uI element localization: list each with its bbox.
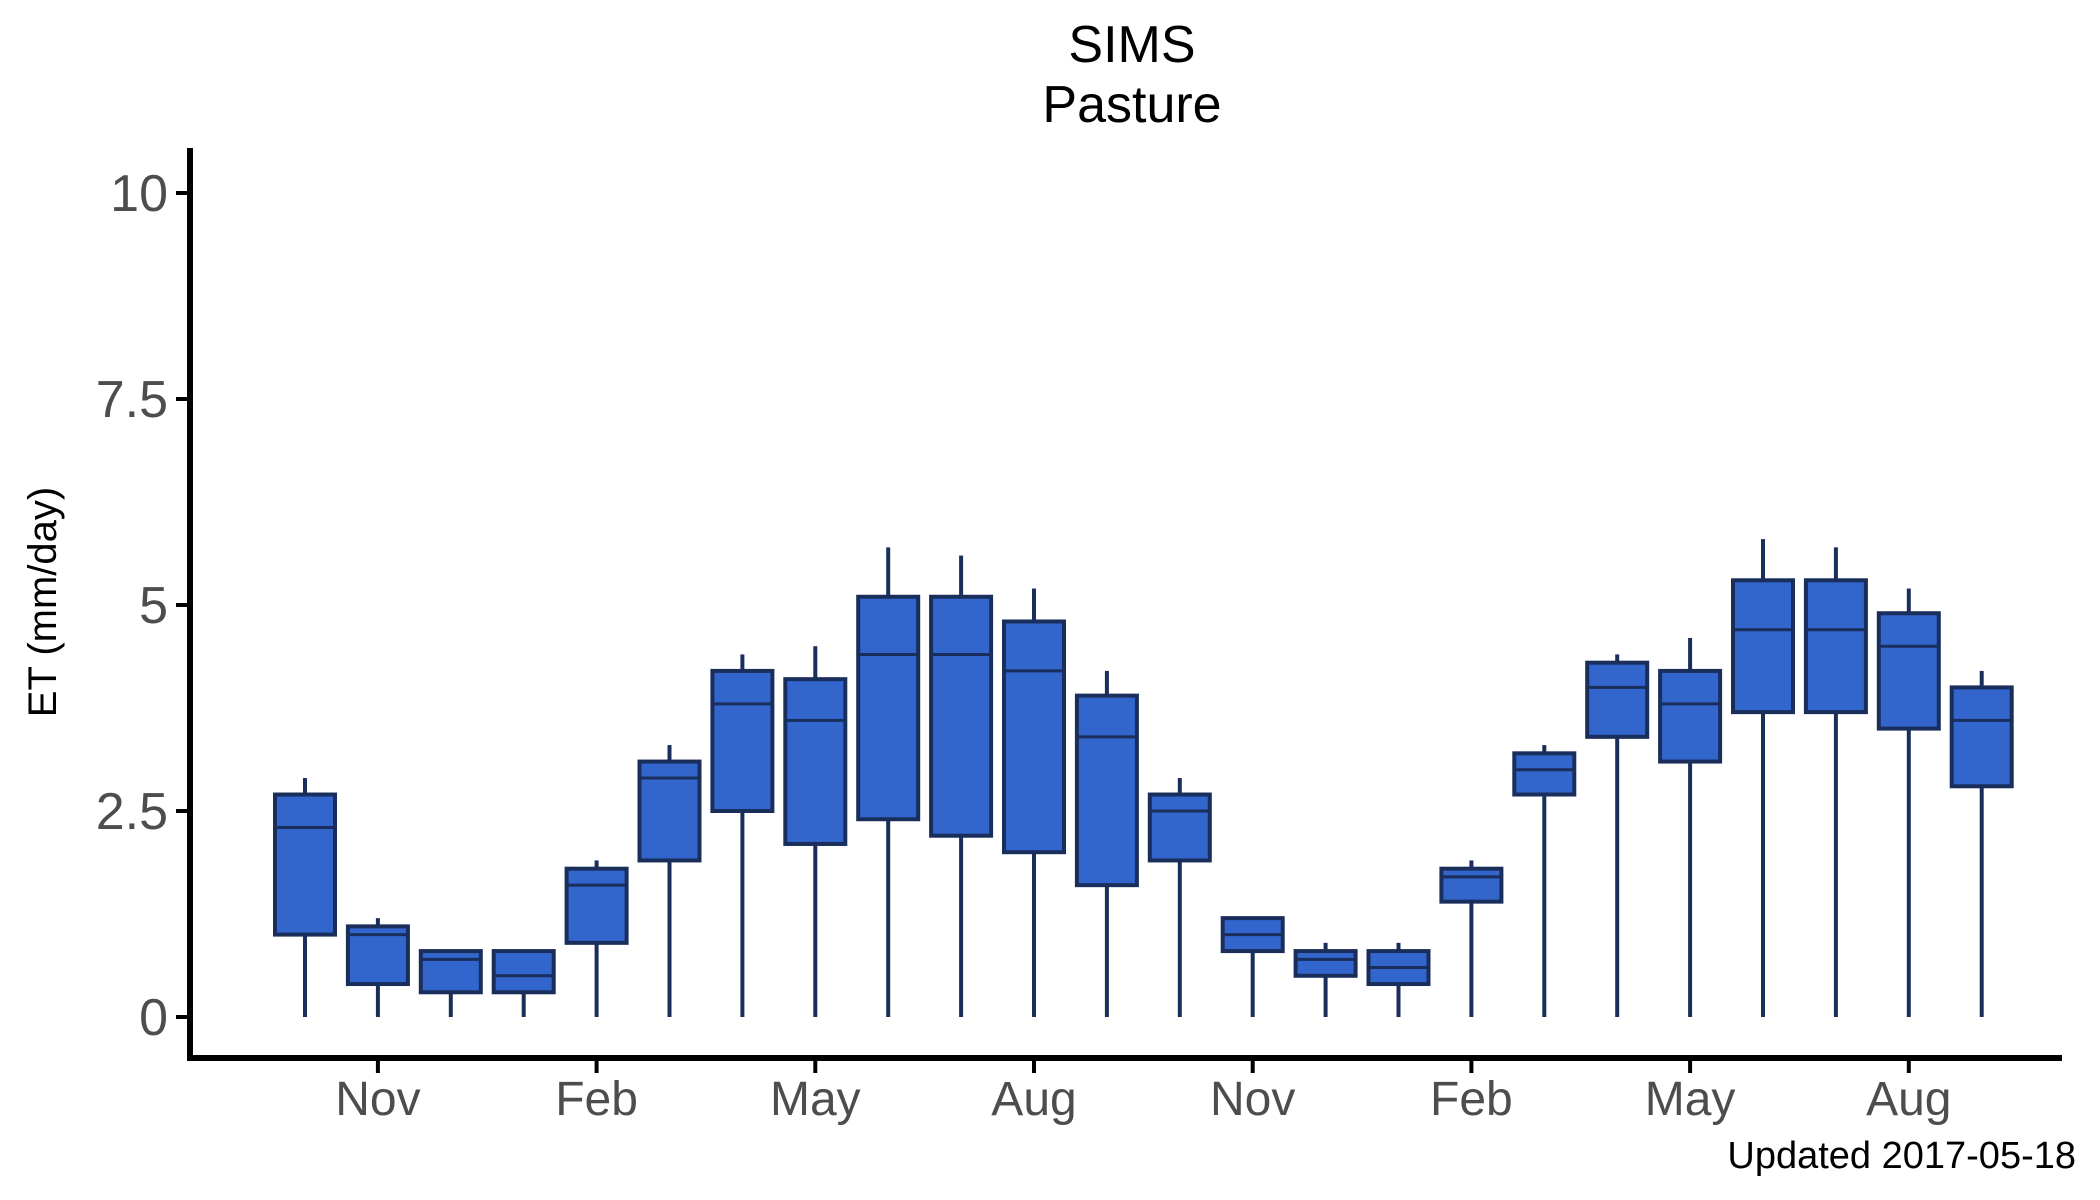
iqr-box xyxy=(1293,949,1358,978)
box-13 xyxy=(1147,778,1212,1017)
box-22 xyxy=(1803,547,1868,1017)
boxes-layer xyxy=(273,539,2014,1017)
x-tick-label: May xyxy=(1645,1073,1736,1126)
box-2 xyxy=(345,918,410,1017)
box-3 xyxy=(418,949,483,1017)
iqr-box xyxy=(1074,693,1139,888)
iqr-box xyxy=(1585,660,1650,739)
iqr-box xyxy=(637,759,702,863)
iqr-box xyxy=(1002,619,1066,855)
iqr-box xyxy=(856,594,921,822)
iqr-box xyxy=(1147,792,1212,863)
y-tick-label: 10 xyxy=(110,165,168,223)
box-16 xyxy=(1366,942,1431,1017)
iqr-box xyxy=(1658,668,1723,764)
x-tick-label: Feb xyxy=(1430,1073,1513,1126)
box-18 xyxy=(1512,745,1577,1017)
x-tick-label: Nov xyxy=(1210,1073,1295,1126)
iqr-box xyxy=(273,792,337,937)
box-11 xyxy=(1002,588,1066,1017)
iqr-box xyxy=(1949,685,2014,789)
y-tick-label: 0 xyxy=(139,989,168,1047)
box-23 xyxy=(1876,588,1941,1017)
iqr-box xyxy=(710,668,775,813)
box-20 xyxy=(1658,637,1723,1017)
iqr-box xyxy=(1803,578,1868,715)
y-axis-ticks: 0 2.5 5 7.5 10 xyxy=(96,165,190,1047)
box-15 xyxy=(1293,942,1358,1017)
box-7 xyxy=(710,654,775,1017)
box-10 xyxy=(929,555,994,1017)
x-tick-label: Feb xyxy=(555,1073,638,1126)
iqr-box xyxy=(1731,578,1795,715)
y-axis-title: ET (mm/day) xyxy=(21,487,65,717)
x-tick-label: Nov xyxy=(335,1073,420,1126)
chart-title: SIMS xyxy=(1068,16,1195,74)
x-tick-label: May xyxy=(770,1073,861,1126)
box-5 xyxy=(564,860,629,1017)
y-tick-label: 5 xyxy=(139,577,168,635)
box-9 xyxy=(856,547,921,1017)
box-8 xyxy=(783,646,848,1017)
x-tick-label: Aug xyxy=(991,1073,1076,1126)
chart-subtitle: Pasture xyxy=(1042,76,1221,134)
box-6 xyxy=(637,745,702,1017)
box-12 xyxy=(1074,670,1139,1017)
box-14 xyxy=(1220,916,1285,1017)
x-tick-label: Aug xyxy=(1866,1073,1951,1126)
iqr-box xyxy=(783,677,848,846)
iqr-box xyxy=(418,949,483,995)
iqr-box xyxy=(929,594,994,838)
box-1 xyxy=(273,778,337,1017)
box-4 xyxy=(491,949,556,1017)
y-tick-label: 7.5 xyxy=(96,371,168,429)
box-24 xyxy=(1949,670,2014,1017)
box-17 xyxy=(1439,860,1504,1017)
box-19 xyxy=(1585,654,1650,1017)
updated-caption: Updated 2017-05-18 xyxy=(1727,1135,2076,1177)
iqr-box xyxy=(1512,751,1577,797)
y-tick-label: 2.5 xyxy=(96,783,168,841)
iqr-box xyxy=(1439,866,1504,904)
iqr-box xyxy=(564,866,629,945)
x-axis-ticks: Nov Feb May Aug Nov Feb May Aug xyxy=(335,1058,1952,1126)
iqr-box xyxy=(1876,611,1941,731)
box-21 xyxy=(1731,539,1795,1017)
iqr-box xyxy=(491,949,556,995)
